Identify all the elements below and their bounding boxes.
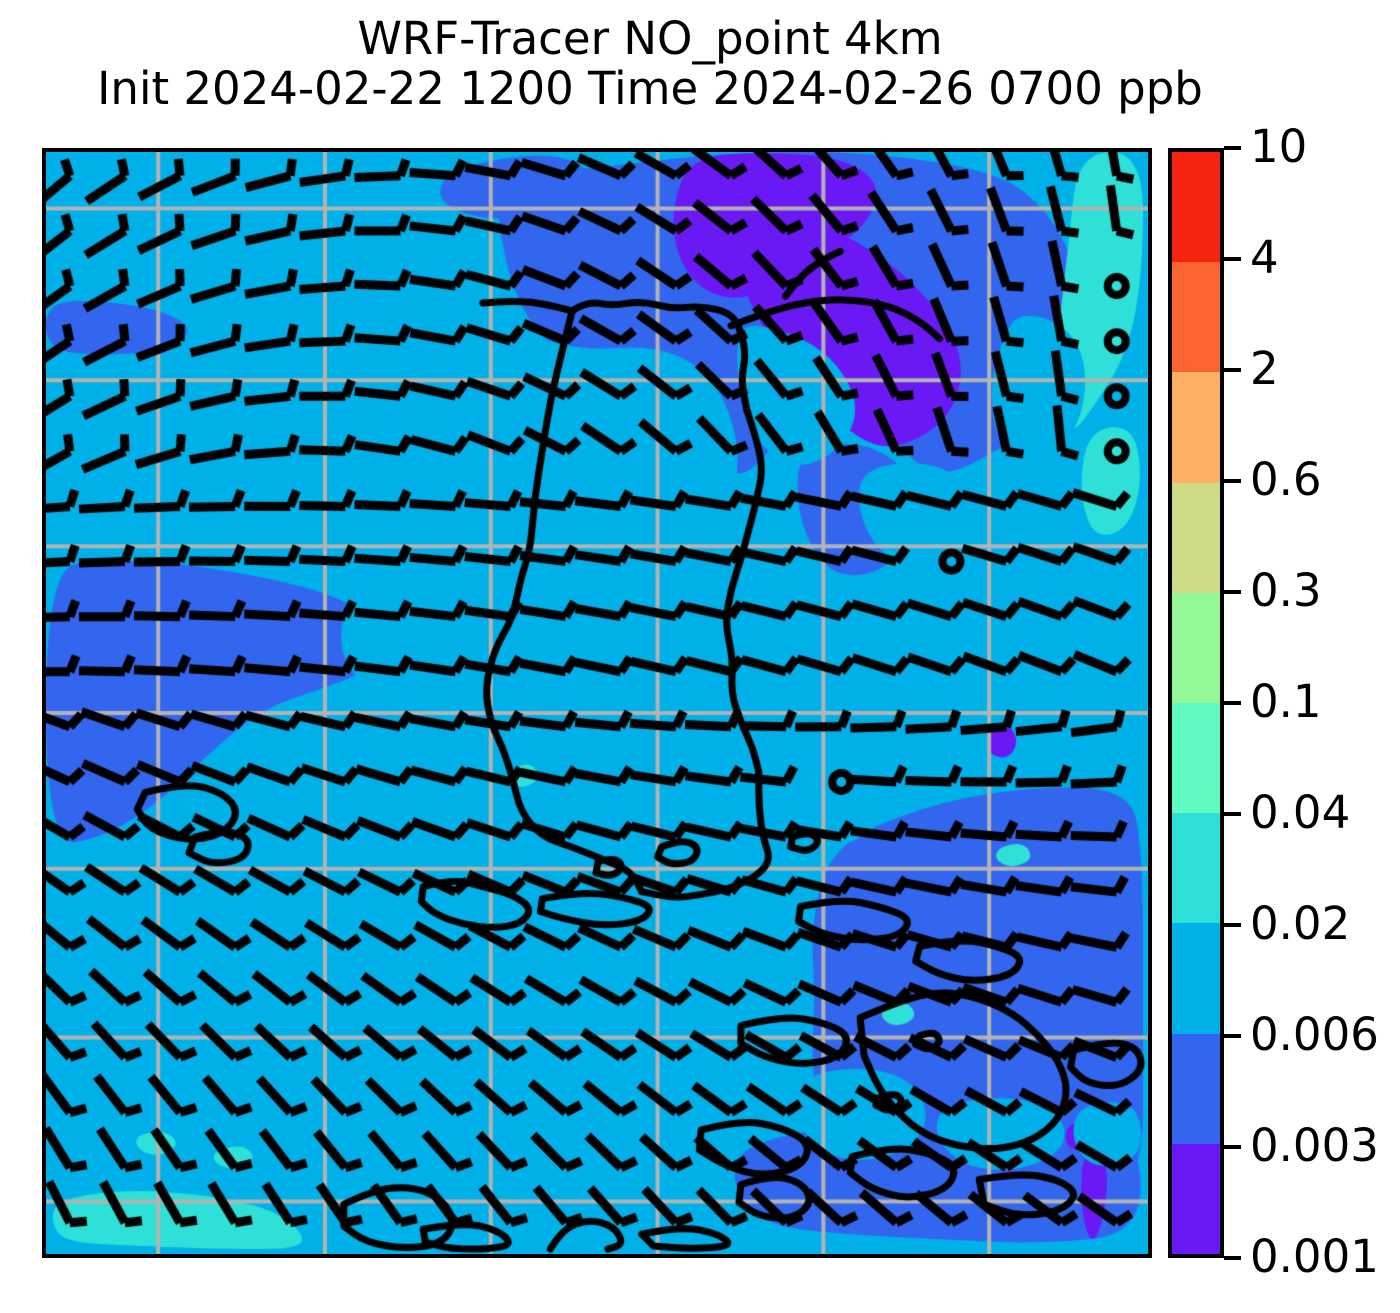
colorbar-band-0.003-to-0.006 [1172,1033,1220,1144]
colorbar-tick-label: 10 [1250,119,1308,173]
colorbar-band-0.001-to-0.003 [1172,1143,1220,1255]
colorbar-tick-label: 0.003 [1250,1118,1379,1172]
colorbar-band-0.04-to-0.1 [1172,703,1220,814]
colorbar-band-0.02-to-0.04 [1172,813,1220,924]
map-plot-area[interactable] [42,148,1152,1258]
colorbar-tick-label: 2 [1250,341,1279,395]
colorbar-tick-label: 0.1 [1250,674,1322,728]
colorbar-band-4-to-10 [1172,152,1220,263]
colorbar-tick-label: 0.3 [1250,563,1322,617]
title-line-2: Init 2024-02-22 1200 Time 2024-02-26 070… [97,62,1203,116]
chart-title: WRF-Tracer NO_point 4km Init 2024-02-22 … [0,12,1300,116]
colorbar-tick-labels: 10 4 2 0.6 0.3 0.1 0.04 0.02 0.006 0.003 0.001 [1224,120,1400,1283]
colorbar-tick-label: 0.006 [1250,1007,1379,1061]
tick-mark-icon [1224,812,1241,816]
colorbar[interactable] [1168,148,1224,1258]
colorbar-tick-label: 0.02 [1250,896,1351,950]
colorbar-band-0.3-to-0.6 [1172,482,1220,593]
colorbar-tick-label: 0.001 [1250,1229,1379,1283]
tick-mark-icon [1224,701,1241,705]
tick-mark-icon [1224,1034,1241,1038]
tick-mark-icon [1224,146,1241,150]
tick-mark-icon [1224,590,1241,594]
tick-mark-icon [1224,923,1241,927]
colorbar-band-0.6-to-2 [1172,372,1220,483]
colorbar-tick-label: 4 [1250,230,1279,284]
colorbar-tick-label: 0.04 [1250,785,1351,839]
tick-mark-icon [1224,368,1241,372]
tick-mark-icon [1224,257,1241,261]
colorbar-band-2-to-4 [1172,262,1220,373]
tick-mark-icon [1224,1256,1241,1260]
tracer-concentration-map [46,152,1148,1254]
colorbar-band-0.006-to-0.02 [1172,923,1220,1034]
title-line-1: WRF-Tracer NO_point 4km [357,12,943,65]
colorbar-band-0.1-to-0.3 [1172,592,1220,704]
tick-mark-icon [1224,1145,1241,1149]
tick-mark-icon [1224,479,1241,483]
colorbar-tick-label: 0.6 [1250,452,1322,506]
